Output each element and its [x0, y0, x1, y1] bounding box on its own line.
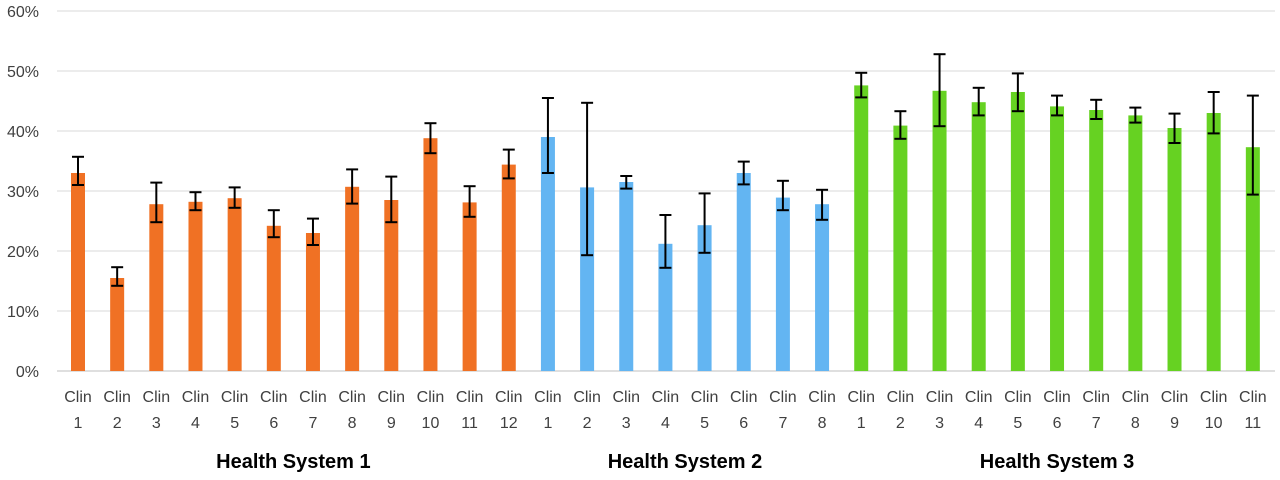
- group-label: Health System 1: [216, 451, 371, 473]
- x-tick-label: Clin 11: [1239, 389, 1267, 432]
- x-tick-label: Clin 9: [1161, 389, 1189, 432]
- bar: [345, 186, 360, 371]
- x-tick-label: Clin 4: [182, 389, 210, 432]
- bar: [227, 198, 242, 371]
- x-tick-label: Clin 10: [1200, 389, 1228, 432]
- y-tick-label: 0%: [16, 364, 39, 381]
- bar: [932, 90, 947, 372]
- bar: [501, 164, 516, 371]
- x-tick-label: Clin 3: [612, 389, 640, 432]
- bar: [384, 200, 399, 371]
- x-tick-label: Clin 2: [573, 389, 601, 432]
- y-tick-label: 20%: [7, 244, 39, 261]
- bar: [1206, 113, 1221, 371]
- bar: [893, 125, 908, 371]
- bar: [658, 243, 673, 371]
- y-tick-label: 60%: [7, 4, 39, 21]
- bar: [540, 137, 555, 371]
- bar: [697, 225, 712, 371]
- x-tick-label: Clin 3: [926, 389, 954, 432]
- x-tick-label: Clin 1: [534, 389, 562, 432]
- x-tick-label: Clin 4: [965, 389, 993, 432]
- bar-group-1: [71, 122, 516, 371]
- x-tick-label: Clin 8: [1122, 389, 1150, 432]
- x-tick-label: Clin 6: [260, 389, 288, 432]
- x-tick-label: Clin 10: [417, 389, 445, 432]
- bar: [619, 182, 634, 371]
- y-tick-label: 50%: [7, 64, 39, 81]
- x-tick-label: Clin 9: [378, 389, 406, 432]
- x-tick-label: Clin 1: [64, 389, 92, 432]
- y-tick-label: 40%: [7, 124, 39, 141]
- y-tick-label: 10%: [7, 304, 39, 321]
- bar-group-2: [540, 97, 830, 371]
- x-tick-label: Clin 5: [691, 389, 719, 432]
- bar: [71, 173, 85, 371]
- bar: [423, 138, 438, 371]
- bar: [188, 201, 203, 371]
- x-tick-label: Clin 2: [887, 389, 915, 432]
- x-tick-label: Clin 11: [456, 389, 484, 432]
- x-tick-label: Clin 5: [221, 389, 249, 432]
- bar: [149, 204, 164, 371]
- bar: [775, 197, 790, 371]
- bar: [815, 204, 830, 371]
- x-tick-label: Clin 7: [299, 389, 327, 432]
- x-tick-label: Clin 4: [652, 389, 680, 432]
- bar: [305, 233, 320, 371]
- x-tick-label: Clin 7: [769, 389, 797, 432]
- group-label: Health System 3: [980, 451, 1135, 473]
- bar-group-3: [854, 53, 1260, 372]
- x-tick-label: Clin 1: [847, 389, 875, 432]
- x-tick-label: Clin 5: [1004, 389, 1032, 432]
- bar: [1245, 147, 1260, 371]
- bar: [266, 225, 281, 371]
- bar: [462, 202, 477, 371]
- bar: [1089, 110, 1104, 371]
- x-tick-label: Clin 3: [143, 389, 171, 432]
- group-label: Health System 2: [608, 451, 763, 473]
- bar: [580, 187, 595, 371]
- x-tick-label: Clin 7: [1082, 389, 1110, 432]
- bar: [1128, 115, 1143, 372]
- bar: [1050, 106, 1065, 372]
- x-tick-label: Clin 6: [730, 389, 758, 432]
- x-tick-label: Clin 2: [103, 389, 131, 432]
- bar: [110, 278, 125, 371]
- x-tick-label: Clin 12: [495, 389, 523, 432]
- bar: [1010, 92, 1025, 371]
- x-tick-label: Clin 8: [808, 389, 836, 432]
- x-tick-label: Clin 8: [338, 389, 366, 432]
- x-tick-label: Clin 6: [1043, 389, 1071, 432]
- bar: [854, 85, 869, 372]
- bar: [1167, 128, 1182, 371]
- bar: [971, 102, 986, 371]
- y-tick-label: 30%: [7, 184, 39, 201]
- bar: [736, 173, 751, 371]
